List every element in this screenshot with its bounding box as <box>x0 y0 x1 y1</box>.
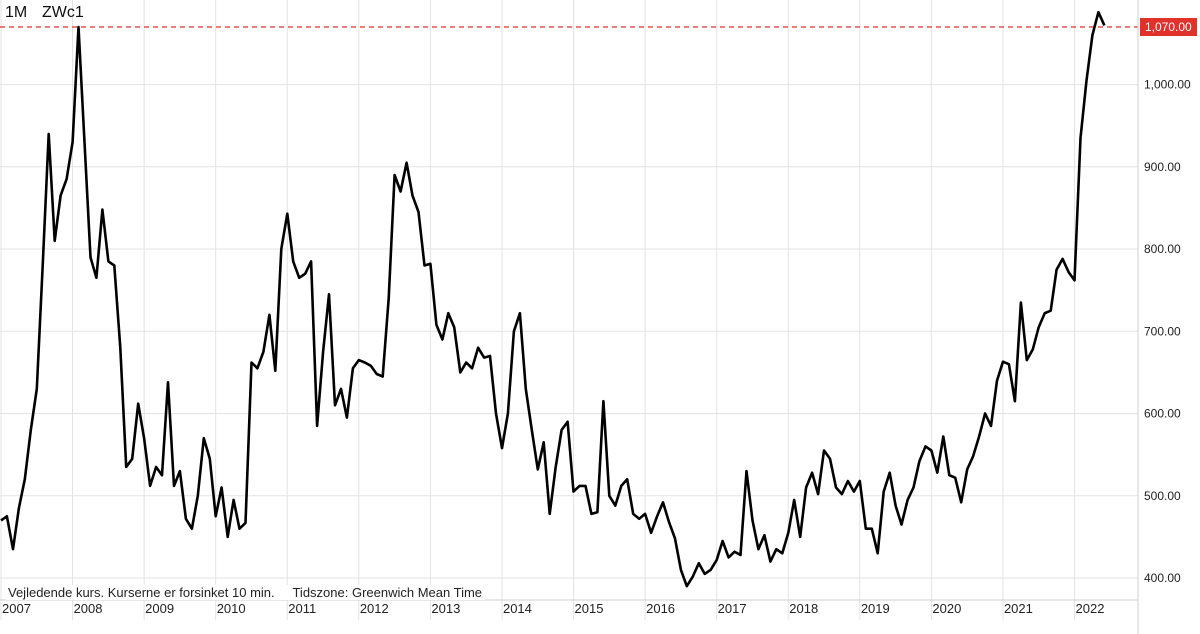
x-tick-label: 2022 <box>1076 601 1105 616</box>
y-tick-label: 900.00 <box>1144 160 1181 174</box>
footnote: Vejledende kurs. Kurserne er forsinket 1… <box>6 585 485 600</box>
x-tick-label: 2011 <box>288 601 316 616</box>
x-tick-label: 2007 <box>2 601 31 616</box>
badge-box <box>1140 18 1197 36</box>
y-tick-label: 700.00 <box>1144 324 1181 338</box>
badge-label: 1,070.00 <box>1145 20 1192 34</box>
timezone-note: Tidszone: Greenwich Mean Time <box>292 585 483 600</box>
y-axis: 400.00 500.00 600.00 700.00 800.00 900.00 1,00… <box>1137 0 1191 634</box>
x-tick-label: 2012 <box>360 601 389 616</box>
series-line <box>0 10 1106 588</box>
x-tick-label: 2018 <box>789 601 818 616</box>
x-tick-label: 2014 <box>503 601 532 616</box>
y-tick-label: 500.00 <box>1144 489 1181 503</box>
x-tick-label: 2016 <box>646 601 675 616</box>
y-tick-label: 600.00 <box>1144 407 1181 421</box>
x-tick-label: 2013 <box>431 601 460 616</box>
x-tick-label: 2017 <box>718 601 747 616</box>
x-tick-label: 2020 <box>932 601 961 616</box>
x-tick-label: 2009 <box>145 601 174 616</box>
period-label[interactable]: 1M <box>5 4 28 21</box>
x-tick-label: 2019 <box>861 601 890 616</box>
grid-lines <box>0 0 1138 620</box>
x-tick-label: 2008 <box>74 601 103 616</box>
x-tick-label: 2021 <box>1004 601 1033 616</box>
series-line-group <box>0 10 1106 588</box>
y-tick-label: 1,000.00 <box>1144 78 1191 92</box>
y-tick-label: 400.00 <box>1144 571 1181 585</box>
y-tick-label: 800.00 <box>1144 242 1181 256</box>
last-price-badge: 1,070.00 <box>1140 18 1197 36</box>
delay-note: Vejledende kurs. Kurserne er forsinket 1… <box>8 585 275 600</box>
x-axis: 2007 2008 2009 2010 2011 2012 2013 2014 2015 2016… <box>0 599 1138 616</box>
x-tick-label: 2015 <box>575 601 604 616</box>
x-tick-label: 2010 <box>217 601 246 616</box>
symbol-label[interactable]: ZWc1 <box>42 4 84 21</box>
